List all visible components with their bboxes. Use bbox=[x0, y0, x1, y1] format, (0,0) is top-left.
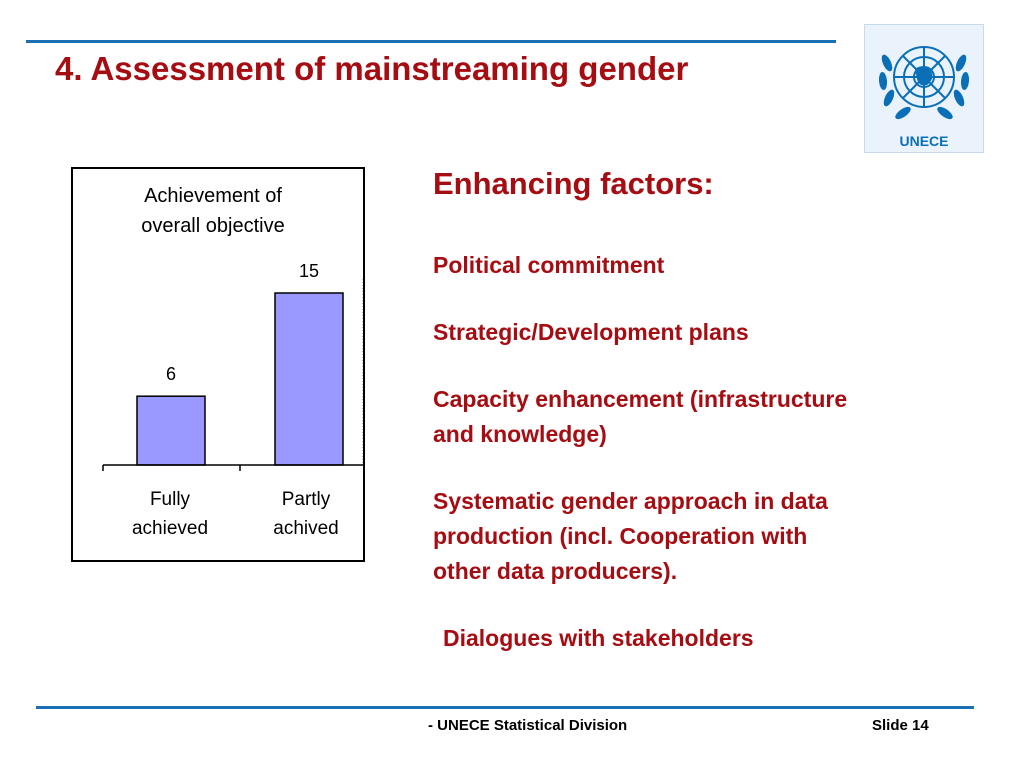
factor-line: Capacity enhancement (infrastructure bbox=[433, 386, 848, 412]
chart-title: Achievement of overall objective bbox=[93, 181, 333, 241]
footer-rule bbox=[36, 706, 974, 709]
category-label-line: achived bbox=[273, 518, 339, 539]
factor-line: Dialogues with stakeholders bbox=[443, 625, 754, 651]
footer-division: - UNECE Statistical Division bbox=[428, 717, 628, 734]
factor-item: Capacity enhancement (infrastructure and… bbox=[433, 382, 973, 452]
slide-title: 4. Assessment of mainstreaming gender bbox=[55, 50, 689, 87]
factor-line: Political commitment bbox=[433, 252, 665, 278]
factor-item: Political commitment bbox=[433, 248, 973, 283]
factor-line: Systematic gender approach in data bbox=[433, 488, 828, 514]
category-label-line: Partly bbox=[281, 489, 331, 510]
factor-line: Strategic/Development plans bbox=[433, 319, 749, 345]
achievement-chart: Achievement of overall objective 6 15 Fu… bbox=[71, 167, 365, 562]
factor-line: production (incl. Cooperation with bbox=[433, 523, 808, 549]
factor-item: Dialogues with stakeholders bbox=[433, 621, 973, 656]
factor-line: and knowledge) bbox=[433, 421, 607, 447]
category-label-line: Fully bbox=[149, 489, 191, 510]
un-emblem-icon bbox=[878, 46, 970, 120]
category-label-line: achieved bbox=[131, 518, 209, 539]
factor-item: Systematic gender approach in data produ… bbox=[433, 484, 973, 589]
title-rule bbox=[26, 40, 836, 43]
data-label-partly-achived: 15 bbox=[298, 261, 320, 281]
chart-title-line-2: overall objective bbox=[141, 215, 285, 237]
factors-heading: Enhancing factors: bbox=[433, 166, 714, 201]
factor-line: other data producers). bbox=[433, 558, 678, 584]
chart-title-line-1: Achievement of bbox=[144, 185, 282, 207]
data-label-fully-achieved: 6 bbox=[165, 364, 176, 385]
chart-canvas bbox=[102, 279, 363, 471]
logo-text: UNECE bbox=[899, 133, 949, 149]
bar-1 bbox=[274, 292, 344, 466]
slide-number: Slide 14 bbox=[872, 717, 929, 734]
bar-0 bbox=[136, 395, 206, 466]
category-label-partly-achived: Partly achived bbox=[251, 485, 361, 543]
factor-item: Strategic/Development plans bbox=[433, 315, 973, 350]
factors-list: Political commitment Strategic/Developme… bbox=[433, 248, 973, 688]
unece-logo: UNECE bbox=[864, 24, 984, 153]
category-label-fully-achieved: Fully achieved bbox=[115, 485, 225, 543]
